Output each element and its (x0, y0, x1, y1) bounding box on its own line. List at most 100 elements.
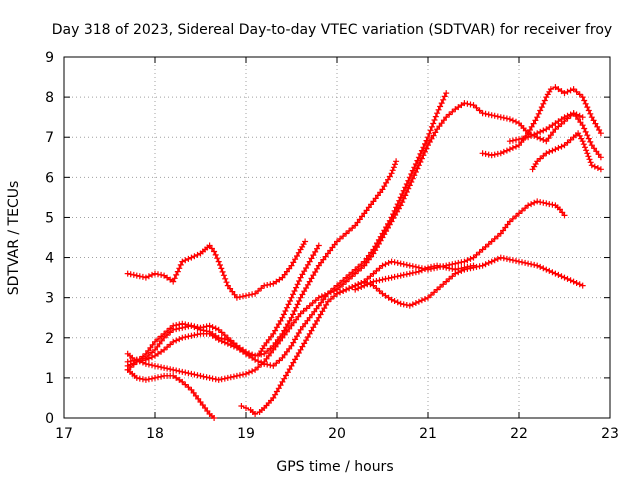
data-point-marker (346, 275, 353, 282)
data-point-marker (406, 270, 413, 277)
data-point-marker (440, 96, 447, 103)
data-point-marker (485, 151, 492, 158)
data-point-marker (543, 200, 550, 207)
data-point-marker (273, 388, 280, 395)
data-point-marker (423, 145, 430, 152)
data-point-marker (522, 134, 529, 141)
series-s9 (352, 262, 477, 293)
series-s4 (124, 158, 400, 365)
data-point-marker (368, 253, 375, 260)
data-point-marker (317, 311, 324, 318)
data-point-marker (236, 294, 243, 300)
data-point-marker (567, 87, 574, 94)
data-point-marker (537, 135, 544, 142)
data-point-marker (411, 164, 418, 171)
data-point-marker (314, 265, 320, 272)
data-point-marker (171, 275, 178, 282)
data-point-marker (403, 302, 410, 308)
data-point-marker (587, 138, 594, 145)
y-tick-label: 7 (45, 130, 54, 146)
data-point-marker (139, 376, 146, 383)
data-point-marker (567, 277, 574, 284)
data-point-marker (537, 263, 544, 270)
x-tick-label: 23 (601, 426, 619, 442)
data-point-marker (415, 268, 422, 275)
data-point-marker (555, 271, 562, 278)
data-point-marker (290, 311, 296, 318)
data-point-marker (388, 218, 395, 225)
data-point-marker (218, 338, 225, 345)
data-point-marker (292, 336, 299, 343)
data-point-marker (217, 262, 223, 268)
data-point-marker (195, 395, 202, 402)
data-point-marker (130, 271, 137, 278)
data-point-marker (314, 245, 320, 252)
data-point-marker (532, 117, 539, 124)
data-point-marker (273, 324, 280, 331)
data-point-marker (236, 372, 243, 379)
data-point-marker (587, 159, 594, 166)
data-point-marker (399, 191, 406, 197)
data-point-marker (415, 298, 422, 305)
data-point-marker (506, 146, 513, 153)
data-point-marker (179, 324, 186, 331)
data-point-marker (142, 274, 149, 281)
data-point-marker (155, 336, 161, 343)
data-point-marker (491, 151, 498, 158)
data-point-marker (212, 325, 219, 332)
data-point-marker (584, 104, 591, 111)
x-tick-label: 18 (146, 426, 164, 442)
data-point-marker (374, 244, 380, 251)
data-point-marker (573, 88, 580, 95)
data-point-marker (561, 114, 568, 121)
data-point-marker (209, 324, 216, 331)
data-point-marker (294, 353, 300, 360)
data-point-marker (324, 298, 331, 305)
data-point-marker (534, 114, 541, 121)
data-point-marker (290, 339, 297, 346)
data-point-marker (206, 374, 213, 381)
data-point-marker (476, 107, 483, 114)
data-point-marker (443, 264, 450, 271)
data-point-marker (509, 215, 516, 222)
data-point-marker (176, 368, 183, 375)
data-point-marker (584, 150, 591, 157)
data-point-marker (340, 281, 347, 288)
data-point-marker (388, 170, 395, 177)
data-point-marker (443, 114, 450, 121)
data-point-marker (337, 284, 343, 290)
data-point-marker (561, 90, 568, 97)
data-point-marker (582, 100, 589, 107)
data-point-marker (509, 117, 516, 124)
data-point-marker (291, 308, 298, 314)
data-point-marker (395, 205, 402, 212)
data-point-marker (233, 372, 240, 379)
data-point-marker (258, 285, 265, 292)
data-point-marker (547, 86, 554, 93)
data-point-marker (283, 372, 289, 379)
data-point-marker (503, 255, 510, 262)
data-point-marker (461, 100, 468, 107)
data-point-marker (549, 147, 556, 154)
data-point-marker (285, 301, 292, 308)
data-point-marker (519, 207, 525, 214)
data-point-marker (304, 261, 311, 268)
data-point-marker (267, 362, 274, 369)
data-point-marker (229, 288, 236, 295)
data-point-marker (306, 302, 313, 309)
data-point-marker (243, 370, 249, 377)
data-point-marker (318, 293, 325, 300)
data-point-marker (273, 278, 280, 285)
data-point-marker (215, 376, 222, 383)
data-point-marker (158, 373, 165, 380)
data-point-marker (540, 265, 547, 272)
y-tick-label: 4 (45, 251, 54, 267)
data-point-marker (370, 250, 377, 257)
data-point-marker (177, 261, 184, 268)
series-line (127, 102, 583, 381)
data-point-marker (473, 263, 480, 270)
data-point-marker (252, 366, 259, 373)
data-point-marker (386, 221, 393, 228)
data-point-marker (236, 346, 243, 353)
data-point-marker (272, 391, 279, 398)
